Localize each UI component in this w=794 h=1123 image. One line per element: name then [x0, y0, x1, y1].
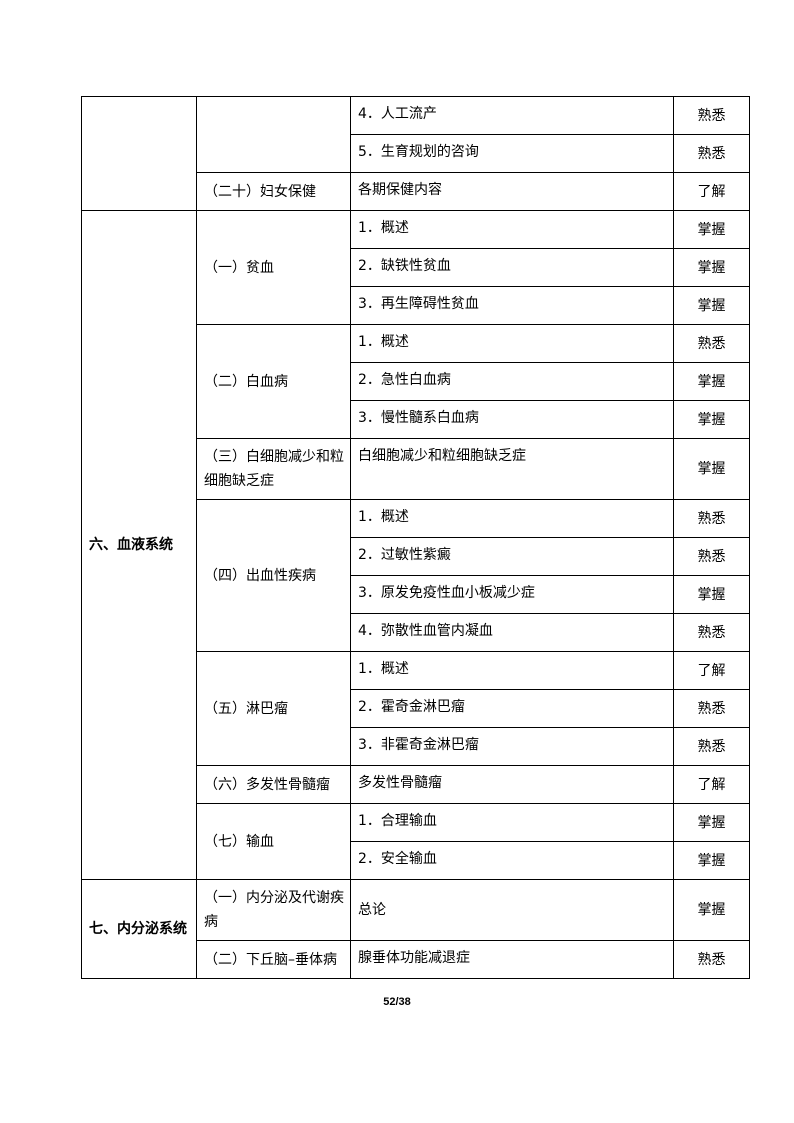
- item-cell: 白细胞减少和粒细胞缺乏症: [350, 438, 674, 500]
- level-cell: 了解: [673, 172, 750, 211]
- item-cell: 3．再生障碍性贫血: [350, 286, 674, 325]
- item-cell: 2．安全输血: [350, 841, 674, 880]
- item-cell: 1．概述: [350, 324, 674, 363]
- level-cell: 熟悉: [673, 689, 750, 728]
- level-cell: 了解: [673, 765, 750, 804]
- level-cell: 掌握: [673, 575, 750, 614]
- level-cell: 了解: [673, 651, 750, 690]
- level-cell: 熟悉: [673, 96, 750, 135]
- topic-cell: [196, 96, 351, 173]
- item-cell: 1．合理输血: [350, 803, 674, 842]
- item-cell: 多发性骨髓瘤: [350, 765, 674, 804]
- page-number: 52/38: [383, 996, 411, 1008]
- level-cell: 熟悉: [673, 727, 750, 766]
- level-cell: 熟悉: [673, 940, 750, 979]
- topic-cell: （七）输血: [196, 803, 351, 880]
- table-row: 4．人工流产 熟悉: [81, 96, 750, 211]
- level-cell: 熟悉: [673, 613, 750, 652]
- level-cell: 掌握: [673, 286, 750, 325]
- item-cell: 5．生育规划的咨询: [350, 134, 674, 173]
- syllabus-table: 4．人工流产 熟悉 5．生育规划的咨询 熟悉 （二十）妇女保健 各期保健内容 了…: [81, 96, 750, 979]
- item-cell: 4．弥散性血管内凝血: [350, 613, 674, 652]
- topic-cell: （二）下丘脑–垂体病: [196, 940, 351, 979]
- level-cell: 掌握: [673, 248, 750, 287]
- topic-cell: （一）贫血: [196, 210, 351, 325]
- item-cell: 2．急性白血病: [350, 362, 674, 401]
- item-cell: 各期保健内容: [350, 172, 674, 211]
- section-title: 六、血液系统: [81, 210, 197, 880]
- table-row: （二十）妇女保健 各期保健内容 了解: [82, 172, 750, 211]
- item-cell: 3．非霍奇金淋巴瘤: [350, 727, 674, 766]
- item-cell: 腺垂体功能减退症: [350, 940, 674, 979]
- section-title: 七、内分泌系统: [81, 879, 197, 979]
- level-cell: 掌握: [673, 210, 750, 249]
- table-row: 5．生育规划的咨询 熟悉: [82, 134, 750, 173]
- topic-cell: （一）内分泌及代谢疾病: [196, 879, 351, 941]
- level-cell: 掌握: [673, 362, 750, 401]
- item-cell: 1．概述: [350, 210, 674, 249]
- topic-cell: （四）出血性疾病: [196, 499, 351, 652]
- item-cell: 3．原发免疫性血小板减少症: [350, 575, 674, 614]
- section-cell: [81, 96, 197, 211]
- level-cell: 熟悉: [673, 134, 750, 173]
- level-cell: 掌握: [673, 879, 750, 941]
- item-cell: 2．缺铁性贫血: [350, 248, 674, 287]
- level-cell: 掌握: [673, 841, 750, 880]
- item-cell: 1．概述: [350, 651, 674, 690]
- item-cell: 1．概述: [350, 499, 674, 538]
- topic-cell: （六）多发性骨髓瘤: [196, 765, 351, 804]
- level-cell: 熟悉: [673, 537, 750, 576]
- level-cell: 熟悉: [673, 324, 750, 363]
- topic-cell: （二十）妇女保健: [196, 172, 351, 211]
- item-cell: 3．慢性髓系白血病: [350, 400, 674, 439]
- level-cell: 掌握: [673, 803, 750, 842]
- item-cell: 4．人工流产: [350, 96, 674, 135]
- topic-cell: （二）白血病: [196, 324, 351, 439]
- item-cell: 总论: [350, 879, 674, 941]
- level-cell: 掌握: [673, 438, 750, 500]
- topic-cell: （三）白细胞减少和粒细胞缺乏症: [196, 438, 351, 500]
- item-cell: 2．霍奇金淋巴瘤: [350, 689, 674, 728]
- topic-cell: （五）淋巴瘤: [196, 651, 351, 766]
- level-cell: 熟悉: [673, 499, 750, 538]
- level-cell: 掌握: [673, 400, 750, 439]
- item-cell: 2．过敏性紫癜: [350, 537, 674, 576]
